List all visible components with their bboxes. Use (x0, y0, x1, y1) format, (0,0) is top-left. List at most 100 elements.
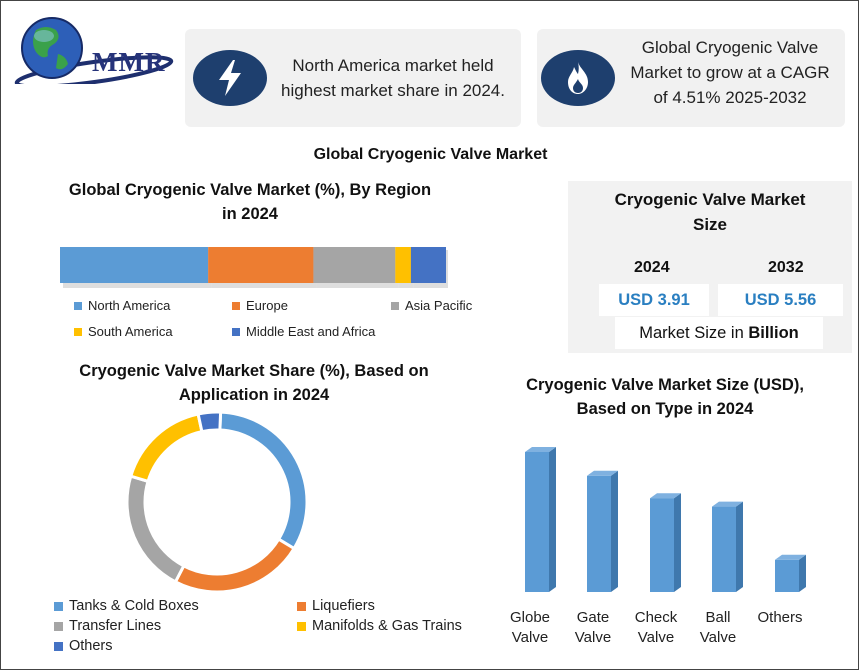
bar-side-ball-valve (736, 501, 743, 592)
legend-label: Transfer Lines (69, 618, 162, 634)
legend-item-transfer-lines: Transfer Lines (54, 618, 161, 634)
application-chart-title: Cryogenic Valve Market Share (%), Based … (44, 359, 464, 407)
title-line: in 2024 (222, 205, 278, 223)
legend-label: Tanks & Cold Boxes (69, 598, 199, 614)
x-label-check-valve: Check Valve (621, 608, 691, 648)
legend-item-tanks-cold-boxes: Tanks & Cold Boxes (54, 598, 199, 614)
bar-segment-europe (208, 247, 314, 283)
north-america-card: North America market held highest market… (185, 29, 521, 127)
bar-top-gate-valve (587, 470, 618, 476)
year-2032: 2032 (768, 259, 804, 276)
x-label-line: Gate (576, 609, 610, 626)
x-label-line: Valve (637, 629, 675, 646)
main-title: Global Cryogenic Valve Market (313, 146, 548, 163)
logo-text: MMR (92, 47, 166, 77)
unit-label: Market Size in Billion (615, 317, 823, 349)
donut-slice-others (196, 410, 223, 434)
x-label-line: Valve (699, 629, 737, 646)
donut-slice-liquefiers (173, 537, 297, 594)
x-label-line: Ball (705, 609, 731, 626)
title-line: Global Cryogenic Valve Market (%), By Re… (68, 181, 432, 199)
x-label-line: Globe (509, 609, 551, 626)
bar-top-others (775, 554, 806, 560)
x-label-line: Others (757, 609, 803, 626)
legend-swatch (297, 601, 306, 611)
legend-item-others: Others (54, 638, 113, 654)
bar-others (775, 559, 799, 592)
legend-item-manifolds-gas-trains: Manifolds & Gas Trains (297, 618, 462, 634)
legend-label: Manifolds & Gas Trains (312, 618, 462, 634)
card-text: North America market held highest market… (281, 56, 505, 100)
card-text: Global Cryogenic Valve Market to grow at… (630, 38, 830, 107)
type-bar-chart (525, 447, 806, 592)
bar-top-check-valve (650, 493, 681, 499)
bar-top-ball-valve (712, 501, 743, 507)
donut-slice-tanks-cold-boxes (218, 410, 309, 551)
legend-swatch (54, 601, 63, 611)
legend-swatch (54, 641, 63, 651)
legend-item-liquefiers: Liquefiers (297, 598, 375, 614)
legend-label: North America (88, 298, 171, 313)
mmr-logo: MMR (14, 14, 176, 89)
title-line: Application in 2024 (178, 386, 330, 404)
title-line: Cryogenic Valve Market Size (USD), (526, 376, 804, 394)
legend-label: South America (88, 324, 173, 339)
bar-segment-middle-east-and-africa (410, 247, 446, 283)
legend-label: Liquefiers (312, 598, 375, 614)
cagr-card: Global Cryogenic Valve Market to grow at… (537, 29, 845, 127)
unit-bold: Billion (748, 324, 799, 342)
value-2032: USD 5.56 (718, 284, 843, 316)
bar-side-gate-valve (611, 470, 618, 592)
x-label-globe-valve: Globe Valve (495, 608, 565, 648)
donut-slice-manifolds-gas-trains (128, 412, 204, 484)
legend-swatch (232, 301, 240, 310)
bar-side-globe-valve (549, 447, 556, 592)
x-label-line: Check (634, 609, 678, 626)
size-title: Cryogenic Valve Market Size (568, 187, 852, 237)
x-label-ball-valve: Ball Valve (683, 608, 753, 648)
legend-item-asia-pacific: Asia Pacific (391, 298, 472, 313)
application-donut-chart (125, 410, 309, 594)
legend-swatch (74, 327, 82, 336)
legend-swatch (297, 621, 306, 631)
legend-item-south-america: South America (74, 324, 173, 339)
badge (193, 50, 267, 106)
legend-label: Asia Pacific (405, 298, 473, 313)
legend-swatch (232, 327, 240, 336)
value-2024: USD 3.91 (599, 284, 709, 316)
flame-icon (568, 62, 588, 94)
legend-item-middle-east-and-africa: Middle East and Africa (232, 324, 375, 339)
x-label-line: Valve (574, 629, 612, 646)
bar-ball-valve (712, 506, 736, 592)
type-chart-title: Cryogenic Valve Market Size (USD), Based… (475, 373, 855, 421)
bar-check-valve (650, 498, 674, 592)
legend-label: Others (69, 638, 113, 654)
legend-swatch (74, 301, 82, 310)
bar-gate-valve (587, 475, 611, 592)
badge (541, 50, 615, 106)
lightning-icon (219, 60, 241, 96)
bar-segment-asia-pacific (313, 247, 396, 283)
title-line: Cryogenic Valve Market Share (%), Based … (79, 362, 429, 380)
legend-item-north-america: North America (74, 298, 170, 313)
globe-logo-icon (14, 17, 174, 89)
legend-item-europe: Europe (232, 298, 288, 313)
bar-segment-south-america (395, 247, 411, 283)
bar-top-globe-valve (525, 447, 556, 452)
unit-prefix: Market Size in (639, 324, 749, 342)
title-line: Size (692, 215, 728, 234)
market-size-panel: Cryogenic Valve Market Size 2024 2032 US… (568, 181, 852, 353)
bar-segment-north-america (60, 247, 209, 283)
legend-label: Middle East and Africa (246, 324, 376, 339)
region-chart-title: Global Cryogenic Valve Market (%), By Re… (40, 178, 460, 226)
bar-globe-valve (525, 452, 549, 592)
title-line: Based on Type in 2024 (576, 400, 754, 418)
x-label-gate-valve: Gate Valve (558, 608, 628, 648)
legend-swatch (391, 301, 399, 310)
title-line: Cryogenic Valve Market (614, 190, 806, 209)
donut-slice-transfer-lines (125, 474, 186, 584)
region-stacked-bar (60, 247, 448, 288)
x-label-line: Valve (511, 629, 549, 646)
bar-side-check-valve (674, 493, 681, 592)
